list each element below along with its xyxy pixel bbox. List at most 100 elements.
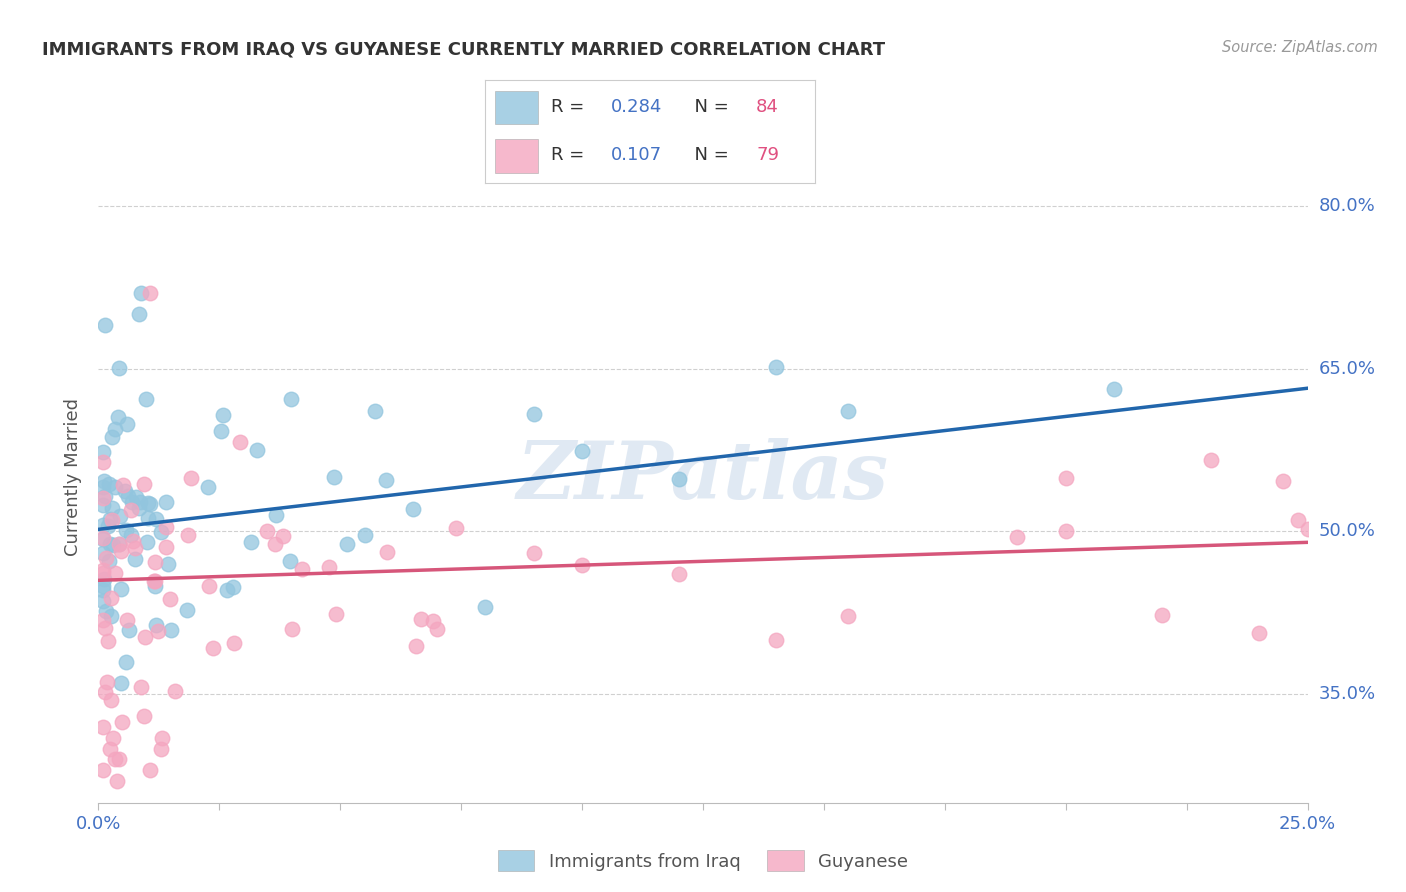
Point (426, 623, 449, 637)
Point (180, 471, 202, 485)
Point (263, 537, 285, 551)
Point (163, 684, 186, 698)
Point (105, 774, 128, 789)
Point (94, 685, 117, 699)
Point (201, 640, 224, 655)
Point (318, 560, 340, 574)
Point (281, 623, 304, 637)
Point (142, 574, 165, 589)
Point (837, 608, 859, 623)
Point (135, 392, 157, 407)
Point (405, 639, 427, 653)
Point (239, 535, 262, 549)
Point (402, 502, 425, 516)
Point (136, 496, 159, 510)
Point (222, 636, 245, 650)
Point (134, 630, 156, 644)
Point (1249, 626, 1271, 640)
Point (246, 442, 269, 457)
Point (523, 546, 546, 560)
Point (91, 480, 114, 494)
Point (94, 621, 117, 635)
Point (129, 285, 152, 300)
Point (98, 537, 121, 551)
Point (104, 480, 127, 494)
Point (1286, 513, 1309, 527)
Legend: Immigrants from Iraq, Guyanese: Immigrants from Iraq, Guyanese (491, 843, 915, 879)
Point (409, 611, 432, 625)
Point (124, 541, 146, 556)
Point (1054, 471, 1077, 485)
Text: 50.0%: 50.0% (1319, 523, 1375, 541)
Point (668, 472, 690, 486)
Point (1102, 383, 1125, 397)
Point (134, 477, 156, 491)
Point (91, 498, 114, 512)
Point (136, 534, 159, 549)
Point (129, 680, 152, 694)
Text: 65.0%: 65.0% (1319, 359, 1375, 377)
Point (765, 360, 787, 375)
Point (91, 579, 114, 593)
Point (444, 520, 467, 534)
Text: R =: R = (551, 98, 591, 116)
Point (149, 524, 172, 539)
Text: N =: N = (683, 146, 735, 164)
Point (1054, 524, 1077, 539)
Point (222, 580, 245, 594)
Point (150, 741, 173, 756)
Point (101, 429, 124, 443)
Point (143, 574, 166, 588)
Point (264, 508, 287, 522)
Point (668, 566, 690, 581)
Point (108, 508, 131, 523)
Point (155, 519, 177, 533)
Point (118, 623, 141, 637)
Point (93, 474, 115, 488)
Point (128, 307, 150, 322)
Point (197, 480, 219, 494)
Point (129, 494, 152, 508)
Point (110, 544, 132, 558)
Point (335, 537, 357, 551)
Point (91, 563, 114, 577)
Point (145, 618, 167, 632)
Point (108, 537, 131, 551)
Point (364, 404, 387, 418)
Point (1272, 474, 1295, 488)
Point (1007, 530, 1029, 544)
Point (97, 477, 120, 491)
Point (124, 552, 146, 566)
Text: IMMIGRANTS FROM IRAQ VS GUYANESE CURRENTLY MARRIED CORRELATION CHART: IMMIGRANTS FROM IRAQ VS GUYANESE CURRENT… (42, 40, 886, 58)
Point (143, 579, 166, 593)
Point (1199, 452, 1222, 467)
Point (108, 752, 131, 766)
Point (155, 540, 177, 554)
Point (422, 614, 444, 628)
Point (120, 527, 142, 541)
Point (101, 538, 124, 552)
Point (1152, 608, 1174, 623)
Point (101, 512, 124, 526)
Point (115, 523, 138, 537)
Point (155, 494, 177, 508)
Point (91, 763, 114, 777)
Point (104, 566, 127, 580)
Point (100, 591, 122, 605)
Point (523, 407, 546, 421)
Point (121, 495, 143, 509)
Point (160, 623, 183, 637)
Point (91, 720, 114, 734)
Point (765, 633, 787, 648)
Point (148, 624, 170, 638)
Point (91, 491, 114, 505)
Point (111, 478, 134, 492)
Point (94, 318, 117, 333)
Text: 84: 84 (756, 98, 779, 116)
Point (91, 455, 114, 469)
Point (91, 518, 114, 533)
Point (138, 497, 160, 511)
Point (138, 511, 160, 525)
Point (280, 392, 302, 407)
Point (110, 582, 132, 596)
